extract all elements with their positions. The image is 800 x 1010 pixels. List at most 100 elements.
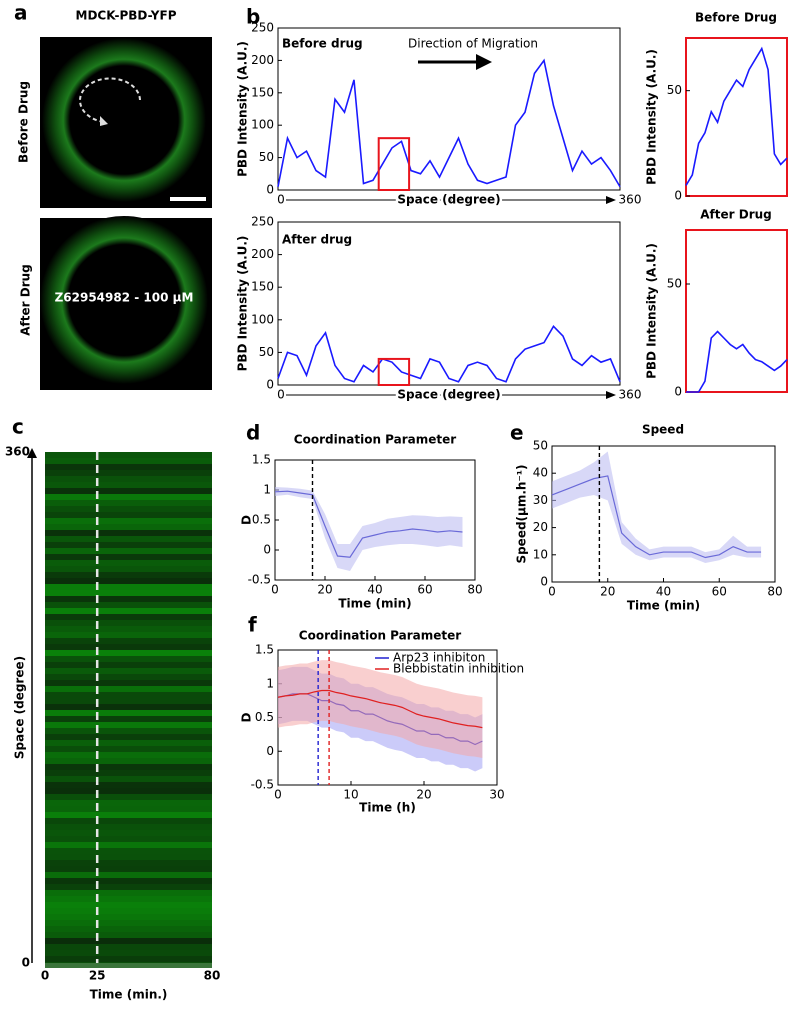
- row-label: Before Drug: [17, 81, 31, 163]
- x-tick-label: 30: [489, 788, 504, 802]
- y-axis-label: Space (degree): [13, 656, 27, 759]
- kymo-stripe: [45, 740, 212, 746]
- kymo-stripe: [45, 818, 212, 824]
- kymo-stripe: [45, 812, 212, 818]
- x-tick-label: 40: [656, 585, 671, 599]
- chart-title: Before drug: [282, 37, 363, 51]
- kymo-stripe: [45, 716, 212, 722]
- plot-frame: [277, 221, 621, 386]
- x-tick-label: 0: [41, 969, 49, 983]
- y-axis-label: PBD Intensity (A.U.): [645, 49, 659, 185]
- chart-title: Speed: [642, 423, 684, 437]
- x-axis-label: Time (min.): [90, 988, 168, 1002]
- kymo-stripe: [45, 626, 212, 632]
- chart-title: After Drug: [700, 208, 772, 222]
- chart-title: Coordination Parameter: [299, 629, 461, 643]
- y-tick-label: 150: [251, 280, 274, 294]
- kymo-stripe: [45, 842, 212, 848]
- panel-label: c: [12, 415, 24, 439]
- cell-ring: [42, 38, 206, 202]
- kymo-stripe: [45, 956, 212, 962]
- kymo-stripe: [45, 764, 212, 770]
- kymo-stripe: [45, 848, 212, 854]
- kymo-stripe: [45, 776, 212, 782]
- y-axis-label: PBD Intensity (A.U.): [645, 243, 659, 379]
- kymo-stripe: [45, 800, 212, 806]
- kymo-stripe: [45, 884, 212, 890]
- scale-bar: [170, 197, 206, 201]
- legend-label: Arp23 inhibiton: [393, 651, 485, 665]
- kymo-stripe: [45, 926, 212, 932]
- kymo-stripe: [45, 530, 212, 536]
- plot-frame: [277, 27, 621, 191]
- y-tick-label: 100: [251, 312, 274, 326]
- y-tick-label: 250: [251, 21, 274, 35]
- kymo-stripe: [45, 584, 212, 590]
- kymo-stripe: [45, 752, 212, 758]
- y-tick-label: 150: [251, 85, 274, 99]
- y-tick-label: 40: [533, 466, 548, 480]
- y-tick-label: 0: [674, 385, 682, 399]
- kymo-stripe: [45, 458, 212, 464]
- y-tick-label: 1: [266, 676, 274, 690]
- y-tick-label: 100: [251, 118, 274, 132]
- kymo-stripe: [45, 728, 212, 734]
- plot-frame: [551, 445, 776, 583]
- kymo-stripe: [45, 698, 212, 704]
- kymo-stripe: [45, 578, 212, 584]
- axis-arrow: [27, 448, 37, 458]
- kymo-stripe: [45, 590, 212, 596]
- y-tick-label: 50: [533, 439, 548, 453]
- x-tick-label: 60: [417, 583, 432, 597]
- kymo-stripe: [45, 554, 212, 560]
- kymo-stripe: [45, 542, 212, 548]
- kymo-stripe: [45, 878, 212, 884]
- cell-ring: [40, 216, 208, 384]
- x-axis-label: Time (min): [627, 599, 700, 613]
- confidence-band: [278, 660, 483, 758]
- data-line: [551, 475, 762, 559]
- rotation-arrow: [79, 77, 141, 123]
- x-tick-label: 20: [317, 583, 332, 597]
- x-axis-label: Space (degree): [397, 193, 500, 207]
- legend-label: Blebbistatin inhibition: [393, 662, 524, 676]
- x-tick-label: 0: [274, 788, 282, 802]
- kymo-stripe: [45, 920, 212, 926]
- kymo-stripe: [45, 488, 212, 494]
- x-tick-label: 0: [271, 583, 279, 597]
- x-tick-label: 0: [277, 388, 285, 402]
- kymo-stripe: [45, 782, 212, 788]
- chart-title: Coordination Parameter: [294, 433, 456, 447]
- kymo-stripe: [45, 608, 212, 614]
- kymo-stripe: [45, 494, 212, 500]
- data-line: [686, 330, 788, 393]
- kymo-stripe: [45, 602, 212, 608]
- y-tick-label: 0: [266, 744, 274, 758]
- arrow-head: [606, 391, 616, 399]
- y-tick-label: 0.5: [252, 513, 271, 527]
- x-tick-label: 10: [343, 788, 358, 802]
- annotation: Direction of Migration: [408, 37, 538, 51]
- kymo-stripe: [45, 860, 212, 866]
- panel-label: f: [248, 613, 257, 637]
- kymo-stripe: [45, 962, 212, 968]
- kymo-stripe: [45, 644, 212, 650]
- kymo-stripe: [45, 794, 212, 800]
- kymo-stripe: [45, 560, 212, 566]
- y-tick-label: 1: [263, 483, 271, 497]
- plot-frame: [685, 229, 788, 393]
- y-tick-label: -0.5: [251, 778, 274, 792]
- x-tick-label: 0: [548, 585, 556, 599]
- y-tick-label: 0: [266, 183, 274, 197]
- kymo-stripe: [45, 662, 212, 668]
- image-title: MDCK-PBD-YFP: [76, 9, 177, 23]
- y-tick-label: 0: [266, 378, 274, 392]
- panel-label: b: [246, 5, 260, 29]
- kymo-stripe: [45, 650, 212, 656]
- kymo-stripe: [45, 896, 212, 902]
- y-tick-label: 50: [259, 150, 274, 164]
- data-line: [277, 689, 483, 729]
- y-tick-label: 0: [263, 543, 271, 557]
- kymo-stripe: [45, 932, 212, 938]
